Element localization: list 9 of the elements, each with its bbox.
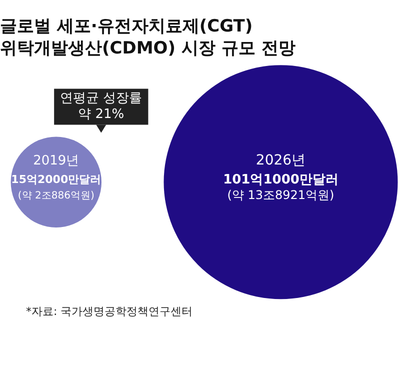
text: (약 13조8921억원) (227, 188, 334, 202)
data-label: 15억2000만달러 (11, 172, 102, 186)
category-label: 2019년 (33, 153, 80, 168)
category-label: 2026년 (256, 152, 306, 169)
text: (약 2조886억원) (18, 190, 94, 202)
data-label: 101억1000만달러 (223, 172, 338, 188)
text: 글로벌 세포·유전자치료제(CGT) 위탁개발생산(CDMO) 시장 규모 전망 (0, 16, 296, 59)
text: 연평균 성장률 약 21% (60, 91, 142, 122)
text: *자료: 국가생명공학정책연구센터 (26, 304, 193, 318)
